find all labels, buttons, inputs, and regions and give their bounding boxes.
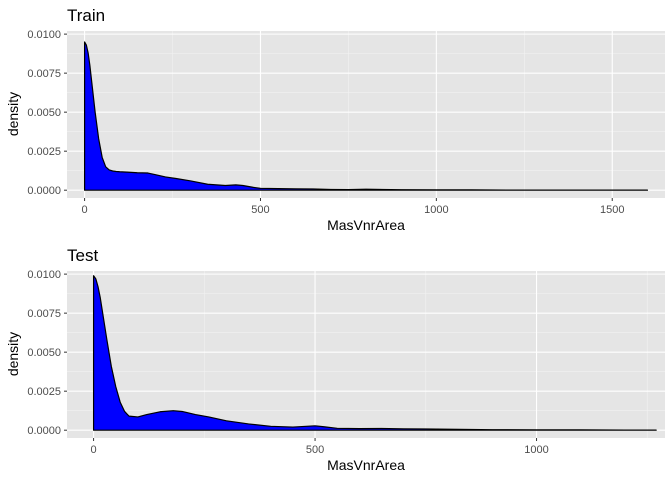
test-plot-background: [67, 271, 665, 438]
train-density-curve: [83, 41, 649, 191]
test-x-tick-label: 0: [91, 444, 97, 456]
test-x-axis: 0 500 1000: [91, 438, 549, 456]
train-panel: Train 0.0000 0.0025 0.0050 0.0075 0.0100 0 50…: [5, 6, 665, 233]
test-x-tick-label: 500: [306, 444, 324, 456]
train-x-axis-title: MasVnrArea: [327, 217, 405, 233]
train-y-axis: 0.0000 0.0025 0.0050 0.0075 0.0100: [27, 29, 67, 197]
test-y-tick-label: 0.0100: [27, 269, 61, 281]
train-plot-background: [67, 31, 665, 198]
train-y-tick-label: 0.0050: [27, 107, 61, 119]
train-panel-title: Train: [67, 6, 105, 25]
train-y-tick-label: 0.0100: [27, 29, 61, 41]
test-density-area: [92, 275, 657, 431]
test-y-tick-label: 0.0075: [27, 308, 61, 320]
test-y-axis: 0.0000 0.0025 0.0050 0.0075 0.0100: [27, 269, 67, 437]
test-y-axis-title: density: [5, 332, 21, 376]
train-density-area: [83, 41, 649, 191]
train-y-tick-label: 0.0000: [27, 185, 61, 197]
test-y-tick-label: 0.0000: [27, 425, 61, 437]
train-x-tick-label: 500: [251, 204, 269, 216]
test-y-tick-label: 0.0050: [27, 347, 61, 359]
test-x-axis-title: MasVnrArea: [327, 457, 405, 473]
train-y-tick-label: 0.0025: [27, 146, 61, 158]
train-x-tick-label: 1500: [600, 204, 624, 216]
test-density-curve: [92, 275, 657, 431]
train-x-axis: 0 500 1000 1500: [82, 198, 624, 216]
test-panel-title: Test: [67, 246, 98, 265]
test-panel: Test 0.0000 0.0025 0.0050 0.0075 0.0100 0 500…: [5, 246, 665, 473]
test-y-tick-label: 0.0025: [27, 386, 61, 398]
train-y-tick-label: 0.0075: [27, 68, 61, 80]
test-x-tick-label: 1000: [524, 444, 548, 456]
train-x-tick-label: 1000: [424, 204, 448, 216]
train-x-tick-label: 0: [82, 204, 88, 216]
train-y-axis-title: density: [5, 92, 21, 136]
